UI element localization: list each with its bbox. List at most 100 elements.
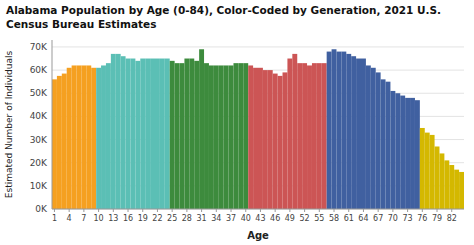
x-tick	[348, 209, 349, 212]
x-tick	[334, 209, 335, 212]
bar	[376, 72, 381, 209]
bar	[390, 91, 395, 209]
title: Alabama Population by Age (0-84), Color-…	[6, 4, 441, 30]
x-tick	[378, 209, 379, 212]
bar	[283, 72, 288, 209]
bar	[415, 100, 420, 209]
x-tick-label: 34	[211, 214, 221, 223]
bar	[116, 54, 121, 209]
bar	[420, 128, 425, 209]
bar	[106, 63, 111, 209]
x-tick	[437, 209, 438, 212]
x-tick-label: 28	[182, 214, 192, 223]
x-tick	[392, 209, 393, 212]
y-tick-label: 70K	[30, 42, 48, 52]
bar	[263, 70, 268, 209]
bar	[194, 61, 199, 209]
bar	[140, 59, 145, 209]
bar	[292, 54, 297, 209]
bar	[268, 70, 273, 209]
bar	[233, 63, 238, 209]
x-tick	[142, 209, 143, 212]
bar	[165, 59, 170, 209]
x-tick-label: 1	[52, 214, 57, 223]
bar	[209, 65, 214, 209]
x-tick	[245, 209, 246, 212]
bar	[400, 96, 405, 209]
y-tick-label: 60K	[30, 65, 48, 75]
bar	[101, 65, 106, 209]
x-tick-label: 4	[67, 214, 72, 223]
y-tick-label: 20K	[30, 158, 48, 168]
bar	[184, 59, 189, 209]
bars	[52, 49, 464, 209]
title-line: Census Bureau Estimates	[6, 18, 156, 30]
x-tick-label: 37	[226, 214, 236, 223]
x-tick-label: 31	[197, 214, 207, 223]
x-tick	[201, 209, 202, 212]
bar	[145, 59, 150, 209]
chart: 0K10K20K30K40K50K60K70K14710131619222528…	[0, 0, 474, 245]
x-tick	[172, 209, 173, 212]
bar	[312, 63, 317, 209]
y-tick-labels: 0K10K20K30K40K50K60K70K	[30, 42, 48, 214]
x-tick-label: 43	[255, 214, 265, 223]
bar	[150, 59, 155, 209]
bar	[346, 54, 351, 209]
bar	[180, 63, 185, 209]
x-tick	[363, 209, 364, 212]
bar	[238, 63, 243, 209]
bar	[332, 49, 337, 209]
x-tick	[54, 209, 55, 212]
bar	[258, 68, 263, 209]
x-tick-label: 49	[285, 214, 295, 223]
bar	[77, 65, 82, 209]
x-tick-label: 10	[94, 214, 104, 223]
bar	[381, 79, 386, 209]
bar	[52, 79, 57, 209]
x-tick	[128, 209, 129, 212]
bar	[86, 65, 91, 209]
x-axis-label: Age	[247, 230, 269, 241]
bar	[130, 59, 135, 209]
bar	[302, 63, 307, 209]
title-line: Alabama Population by Age (0-84), Color-…	[6, 4, 441, 16]
bar	[395, 93, 400, 209]
x-tick-label: 73	[403, 214, 413, 223]
x-tick-label: 55	[314, 214, 324, 223]
bar	[155, 59, 160, 209]
x-tick-label: 40	[241, 214, 251, 223]
x-tick-label: 7	[81, 214, 86, 223]
bar	[351, 56, 356, 209]
bar	[72, 65, 77, 209]
y-axis-line	[52, 40, 53, 209]
x-tick-label: 22	[152, 214, 162, 223]
bar	[91, 68, 96, 209]
bar	[444, 160, 449, 209]
bar	[57, 76, 62, 209]
bar	[229, 65, 234, 209]
x-tick-label: 13	[108, 214, 118, 223]
y-tick-label: 30K	[30, 135, 48, 145]
bar	[273, 74, 278, 209]
x-tick	[231, 209, 232, 212]
bar	[361, 59, 366, 209]
x-tick	[275, 209, 276, 212]
x-tick-label: 76	[417, 214, 427, 223]
bar	[430, 135, 435, 209]
x-tick	[113, 209, 114, 212]
bar	[341, 52, 346, 209]
bar	[449, 165, 454, 209]
x-tick	[216, 209, 217, 212]
x-tick-label: 70	[388, 214, 398, 223]
bar	[454, 170, 459, 209]
bar	[67, 68, 72, 209]
x-tick	[157, 209, 158, 212]
x-tick	[407, 209, 408, 212]
y-tick-label: 50K	[30, 88, 48, 98]
x-tick	[69, 209, 70, 212]
x-tick	[304, 209, 305, 212]
y-tick-label: 40K	[30, 111, 48, 121]
bar	[243, 63, 248, 209]
bar	[224, 65, 229, 209]
